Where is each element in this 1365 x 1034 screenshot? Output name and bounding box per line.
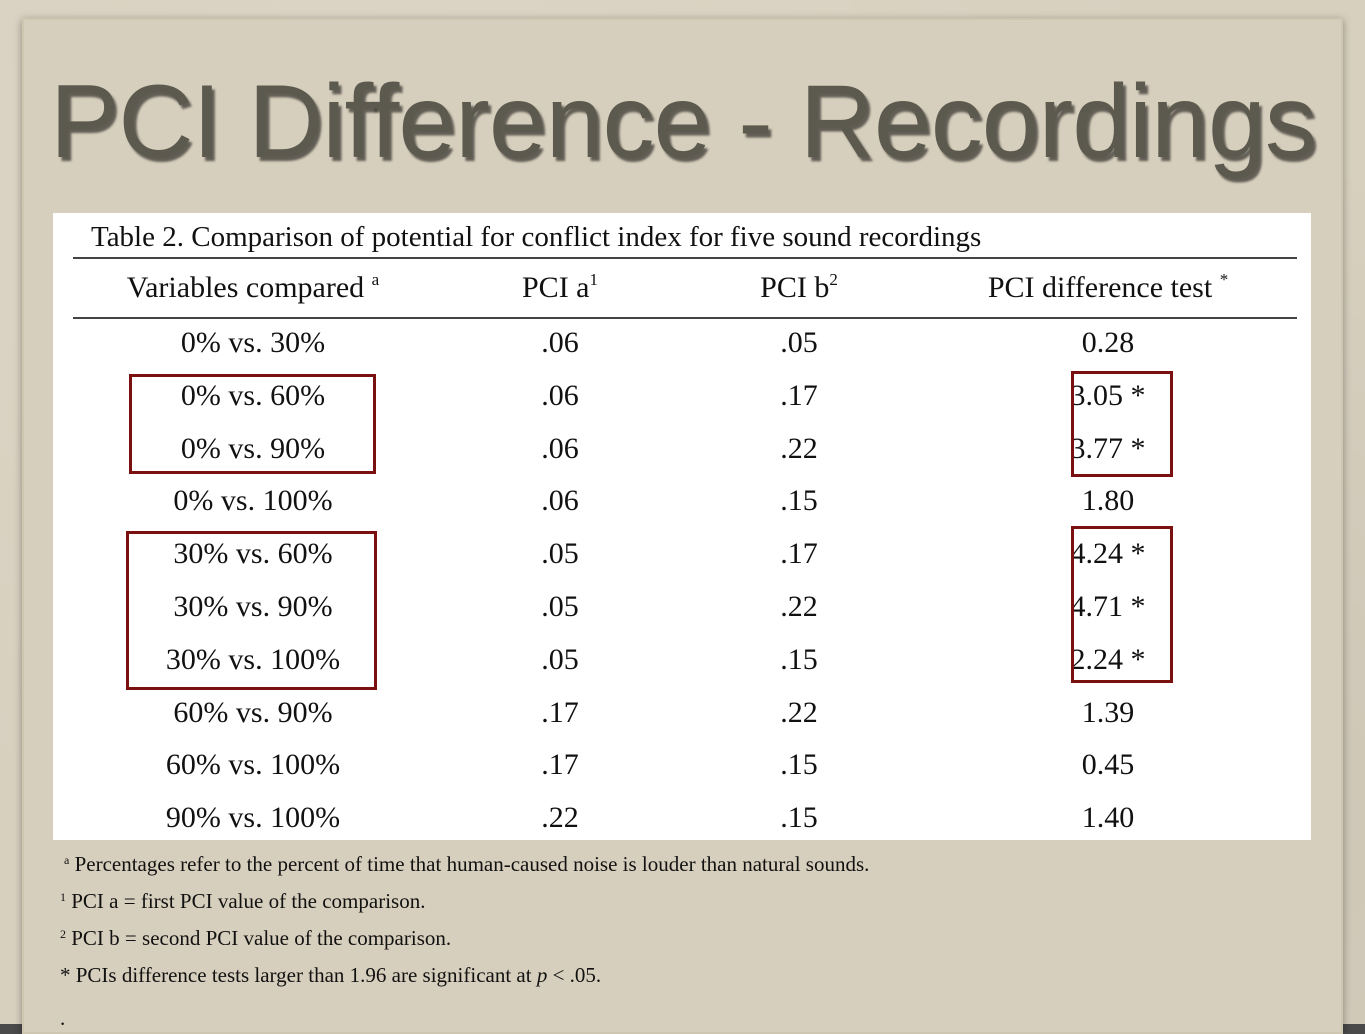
header-rule — [73, 317, 1297, 319]
pci-a-cell: .06 — [541, 326, 579, 359]
pci-b-cell: .05 — [780, 326, 818, 359]
variables-cell: 0% vs. 90% — [180, 432, 326, 465]
header-pci-a: PCI a1 — [522, 270, 598, 304]
variables-cell: 30% vs. 60% — [173, 537, 333, 570]
pci-b-cell: .22 — [780, 590, 818, 623]
top-rule — [73, 257, 1297, 259]
footnote-a: a Percentages refer to the percent of ti… — [64, 852, 870, 876]
highlight-box-variables-30pct — [126, 531, 377, 690]
difference-test-cell: 1.39 — [1081, 696, 1135, 729]
highlight-box-difference-0pct — [1071, 371, 1173, 477]
difference-test-cell: 4.71 * — [1070, 590, 1146, 623]
variables-cell: 30% vs. 100% — [165, 643, 341, 676]
variables-cell: 60% vs. 90% — [173, 696, 333, 729]
header-difference-test: PCI difference test * — [987, 270, 1229, 304]
trailing-mark: . — [60, 1006, 66, 1030]
variables-cell: 90% vs. 100% — [165, 801, 341, 834]
difference-test-cell: 0.28 — [1081, 326, 1135, 359]
pci-b-cell: .15 — [780, 748, 818, 781]
variables-cell: 0% vs. 60% — [180, 379, 326, 412]
table-image: Table 2. Comparison of potential for con… — [53, 213, 1311, 840]
difference-test-cell: 3.77 * — [1070, 432, 1146, 465]
difference-test-cell: 3.05 * — [1070, 379, 1146, 412]
variables-cell: 30% vs. 90% — [173, 590, 333, 623]
table-caption: Table 2. Comparison of potential for con… — [91, 221, 982, 253]
footnote-significance: * PCIs difference tests larger than 1.96… — [60, 963, 602, 987]
pci-a-cell: .06 — [541, 484, 579, 517]
slide-title: PCI Difference - Recordings — [50, 64, 1317, 180]
pci-a-cell: .05 — [541, 590, 579, 623]
pci-b-cell: .15 — [780, 484, 818, 517]
pci-b-cell: .15 — [780, 801, 818, 834]
pci-a-cell: .05 — [541, 537, 579, 570]
pci-a-cell: .06 — [541, 379, 579, 412]
pci-a-cell: .17 — [541, 748, 579, 781]
pci-b-cell: .17 — [780, 537, 818, 570]
footnote-2: 2 PCI b = second PCI value of the compar… — [60, 926, 452, 950]
header-pci-b: PCI b2 — [760, 270, 838, 304]
pci-a-cell: .06 — [541, 432, 579, 465]
highlight-box-difference-30pct — [1071, 526, 1173, 683]
highlight-box-variables-0pct — [129, 374, 376, 474]
footnote-1: 1 PCI a = first PCI value of the compari… — [60, 889, 426, 913]
pci-a-cell: .22 — [541, 801, 579, 834]
variables-cell: 0% vs. 30% — [180, 326, 326, 359]
pci-b-cell: .22 — [780, 696, 818, 729]
pci-b-cell: .17 — [780, 379, 818, 412]
difference-test-cell: 4.24 * — [1070, 537, 1146, 570]
header-variables: Variables compared a — [126, 270, 380, 304]
pci-a-cell: .17 — [541, 696, 579, 729]
variables-cell: 0% vs. 100% — [173, 484, 333, 517]
pci-a-cell: .05 — [541, 643, 579, 676]
difference-test-cell: 1.40 — [1081, 801, 1135, 834]
variables-cell: 60% vs. 100% — [165, 748, 341, 781]
pci-b-cell: .15 — [780, 643, 818, 676]
difference-test-cell: 1.80 — [1081, 484, 1135, 517]
difference-test-cell: 2.24 * — [1070, 643, 1146, 676]
pci-b-cell: .22 — [780, 432, 818, 465]
difference-test-cell: 0.45 — [1081, 748, 1135, 781]
